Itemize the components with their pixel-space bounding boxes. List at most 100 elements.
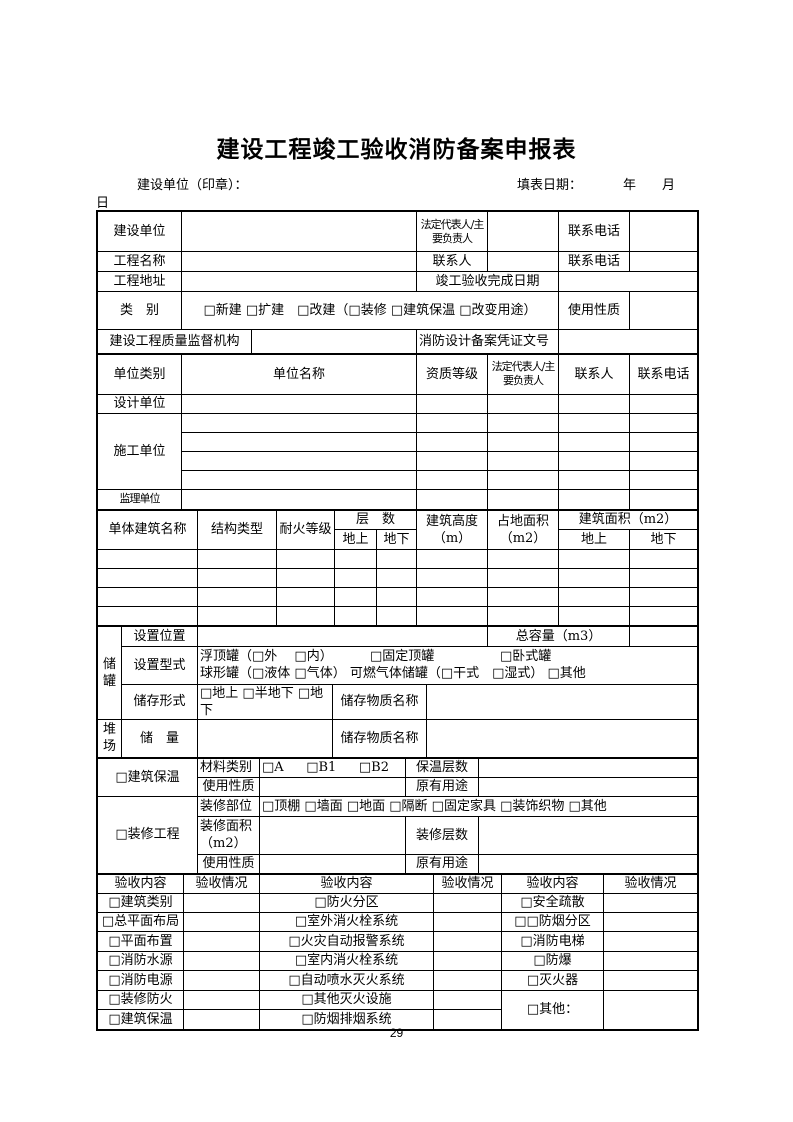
field[interactable] — [97, 568, 198, 588]
field[interactable] — [181, 432, 417, 452]
field[interactable] — [603, 970, 698, 991]
field[interactable] — [433, 931, 502, 952]
use-nature-field[interactable] — [629, 291, 698, 330]
check-item[interactable]: □其他灭火设施 — [259, 990, 434, 1010]
option-line[interactable]: 球形罐（□液体 □气体） 可燃气体储罐（□干式 □湿式） □其他 — [200, 666, 586, 681]
field[interactable] — [197, 568, 277, 588]
field[interactable] — [629, 489, 698, 510]
field[interactable] — [183, 970, 260, 991]
option[interactable]: □A — [262, 760, 284, 775]
substance-field[interactable] — [426, 684, 698, 720]
field[interactable] — [197, 587, 277, 607]
field[interactable] — [183, 912, 260, 932]
field[interactable] — [97, 587, 198, 607]
field[interactable] — [629, 568, 698, 588]
field[interactable] — [558, 489, 630, 510]
insulation-layers-field[interactable] — [478, 757, 698, 778]
option[interactable]: □固定顶罐 — [370, 649, 435, 664]
field[interactable] — [629, 451, 698, 471]
check-item[interactable]: □装修防火 — [97, 990, 184, 1010]
check-item[interactable]: □总平面布局 — [97, 912, 184, 932]
field[interactable] — [487, 489, 559, 510]
field[interactable] — [629, 549, 698, 569]
field[interactable] — [416, 606, 489, 626]
storage-form-checkboxes[interactable]: □地上 □半地下 □地下 — [197, 684, 333, 720]
build-unit-field[interactable] — [181, 211, 417, 252]
field[interactable] — [183, 931, 260, 952]
category-checkboxes[interactable]: □新建 □扩建 □改建（□装修 □建筑保温 □改变用途） — [181, 291, 559, 330]
check-item[interactable]: □火灾自动报警系统 — [259, 931, 434, 952]
field[interactable] — [558, 568, 631, 588]
check-item[interactable]: □自动喷水灭火系统 — [259, 970, 434, 991]
tank-type-checkboxes[interactable]: 浮顶罐（□外 □内） □固定顶罐 □卧式罐 球形罐（□液体 □气体） 可燃气体储罐（… — [197, 646, 698, 685]
field[interactable] — [181, 451, 417, 471]
field[interactable] — [629, 606, 698, 626]
decoration-checkbox[interactable]: □装修工程 — [97, 795, 198, 874]
check-item[interactable]: □防烟排烟系统 — [259, 1009, 434, 1030]
amount-field[interactable] — [197, 719, 333, 758]
field[interactable] — [334, 606, 377, 626]
project-address-field[interactable] — [181, 271, 417, 292]
yard-substance-field[interactable] — [426, 719, 698, 758]
field[interactable] — [276, 549, 335, 569]
field[interactable] — [433, 912, 502, 932]
field[interactable] — [416, 489, 488, 510]
field[interactable] — [558, 470, 630, 490]
field[interactable] — [433, 893, 502, 913]
option[interactable]: □B1 — [306, 760, 337, 775]
check-item[interactable]: □室外消火栓系统 — [259, 912, 434, 932]
project-name-field[interactable] — [181, 251, 417, 272]
option[interactable]: □B2 — [358, 760, 389, 775]
field[interactable] — [375, 606, 418, 626]
check-item[interactable]: □室内消火栓系统 — [259, 951, 434, 971]
field[interactable] — [183, 893, 260, 913]
field[interactable] — [603, 951, 698, 971]
check-item[interactable]: □防爆 — [501, 951, 604, 971]
field[interactable] — [629, 432, 698, 452]
field[interactable] — [334, 587, 377, 607]
check-item[interactable]: □□防烟分区 — [501, 912, 604, 932]
option[interactable]: 浮顶罐（□外 □内） — [200, 649, 333, 664]
contact-phone-field[interactable] — [629, 251, 698, 272]
supervision-field[interactable] — [251, 330, 417, 354]
field[interactable] — [97, 549, 198, 569]
contact-field[interactable] — [487, 251, 559, 272]
decoration-parts-checkboxes[interactable]: □顶棚 □墙面 □地面 □隔断 □固定家具 □装饰织物 □其他 — [259, 795, 698, 817]
field[interactable] — [334, 549, 377, 569]
field[interactable] — [433, 1009, 502, 1030]
check-item[interactable]: □消防水源 — [97, 951, 184, 971]
field[interactable] — [181, 489, 417, 510]
field[interactable] — [183, 951, 260, 971]
field[interactable] — [487, 394, 559, 414]
field[interactable] — [181, 413, 417, 433]
field[interactable] — [433, 990, 502, 1010]
field[interactable] — [416, 568, 489, 588]
check-item[interactable]: □消防电梯 — [501, 931, 604, 952]
field[interactable] — [629, 587, 698, 607]
field[interactable] — [259, 854, 406, 874]
field[interactable] — [487, 432, 559, 452]
field[interactable] — [276, 587, 335, 607]
material-checkboxes[interactable]: □A □B1 □B2 — [259, 757, 406, 778]
design-record-no-field[interactable] — [558, 330, 698, 354]
field[interactable] — [558, 587, 631, 607]
field[interactable] — [259, 816, 406, 855]
field[interactable] — [197, 549, 277, 569]
field[interactable] — [375, 549, 418, 569]
field[interactable] — [487, 587, 560, 607]
field[interactable] — [416, 549, 489, 569]
field[interactable] — [416, 451, 488, 471]
field[interactable] — [375, 587, 418, 607]
check-item[interactable]: □消防电源 — [97, 970, 184, 991]
insulation-checkbox[interactable]: □建筑保温 — [97, 757, 198, 797]
field[interactable] — [603, 893, 698, 913]
field[interactable] — [629, 470, 698, 490]
field[interactable] — [433, 951, 502, 971]
field[interactable] — [629, 394, 698, 414]
field[interactable] — [558, 413, 630, 433]
field[interactable] — [416, 432, 488, 452]
field[interactable] — [181, 394, 417, 414]
field[interactable] — [478, 777, 698, 797]
check-item[interactable]: □灭火器 — [501, 970, 604, 991]
location-field[interactable] — [196, 625, 489, 647]
